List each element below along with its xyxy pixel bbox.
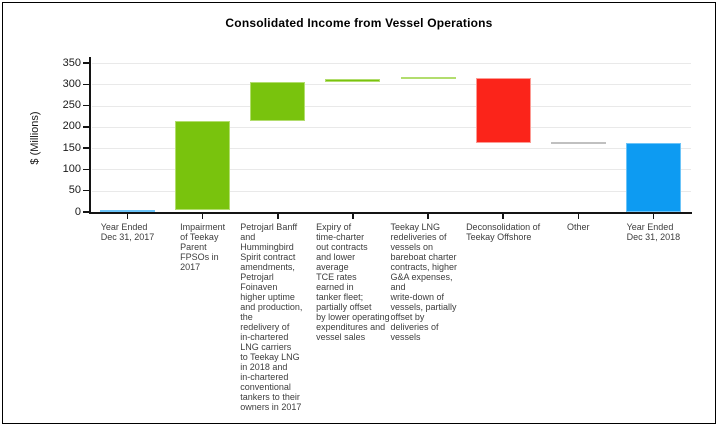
- y-tick-label: 350: [62, 56, 81, 69]
- bar-6: [475, 77, 531, 144]
- x-tick-mark: [277, 213, 279, 219]
- y-tick-mark: [83, 104, 89, 107]
- gridline: [92, 84, 691, 86]
- gridline: [92, 105, 691, 107]
- x-axis-line: [88, 211, 692, 214]
- y-tick-mark: [83, 147, 89, 149]
- bar-3: [250, 82, 306, 122]
- category-label: Teekay LNG redeliveries of vessels on ba…: [390, 222, 458, 342]
- x-tick-mark: [201, 213, 204, 219]
- plot-area: [90, 61, 691, 212]
- y-tick-mark: [83, 168, 89, 171]
- gridline: [92, 169, 691, 171]
- chart-border: Consolidated Income from Vessel Operatio…: [2, 2, 716, 424]
- y-axis-title: $ (Millions): [29, 111, 41, 165]
- x-tick-mark: [352, 213, 354, 219]
- y-tick-mark: [83, 211, 89, 213]
- category-label: Year Ended Dec 31, 2017: [100, 222, 155, 242]
- category-label-cell: Petrojarl Banff and Hummingbird Spirit c…: [240, 222, 315, 412]
- x-tick-mark: [502, 213, 504, 219]
- y-tick-label: 250: [62, 99, 81, 112]
- y-tick-label: 150: [62, 141, 81, 154]
- category-label-cell: Year Ended Dec 31, 2018: [616, 222, 691, 242]
- category-label-cell: Impairment of Teekay Parent FPSOs in 201…: [165, 222, 240, 272]
- category-label: Deconsolidation of Teekay Offshore: [466, 222, 541, 242]
- bar-7: [550, 142, 606, 144]
- gridline: [92, 148, 691, 150]
- bar-8: [625, 143, 681, 212]
- category-label-cell: Deconsolidation of Teekay Offshore: [466, 222, 541, 242]
- chart-title: Consolidated Income from Vessel Operatio…: [225, 16, 493, 30]
- bar-4: [325, 79, 381, 83]
- x-tick-mark: [652, 213, 655, 219]
- bar-5: [400, 76, 456, 79]
- category-label: Expiry of time-charter out contracts and…: [316, 222, 390, 342]
- y-tick-mark: [83, 126, 89, 128]
- category-label-cell: Year Ended Dec 31, 2017: [90, 222, 165, 242]
- y-tick-label: 300: [62, 77, 81, 90]
- category-label-cell: Teekay LNG redeliveries of vessels on ba…: [391, 222, 466, 342]
- category-label-cell: Other: [541, 222, 616, 232]
- x-tick-mark: [577, 213, 580, 219]
- y-tick-label: 100: [62, 162, 81, 175]
- y-tick-label: 0: [74, 205, 81, 218]
- x-tick-mark: [126, 213, 129, 219]
- gridline: [92, 126, 691, 128]
- bar-2: [175, 121, 231, 210]
- y-tick-mark: [83, 83, 89, 86]
- y-tick-label: 50: [68, 184, 81, 197]
- gridline: [92, 190, 691, 192]
- category-label-cell: Expiry of time-charter out contracts and…: [315, 222, 390, 342]
- category-label: Petrojarl Banff and Hummingbird Spirit c…: [240, 222, 303, 412]
- category-label: Other: [567, 222, 590, 232]
- category-labels: Year Ended Dec 31, 2017 Impairment of Tee…: [90, 222, 691, 412]
- x-tick-mark: [427, 213, 429, 219]
- y-tick-mark: [83, 189, 89, 192]
- y-tick-label: 200: [62, 120, 81, 133]
- y-tick-mark: [83, 62, 89, 64]
- y-axis-line: [88, 57, 91, 214]
- category-label: Year Ended Dec 31, 2018: [626, 222, 681, 242]
- gridline: [92, 63, 691, 64]
- bar-1: [100, 209, 156, 212]
- category-label: Impairment of Teekay Parent FPSOs in 201…: [180, 222, 226, 272]
